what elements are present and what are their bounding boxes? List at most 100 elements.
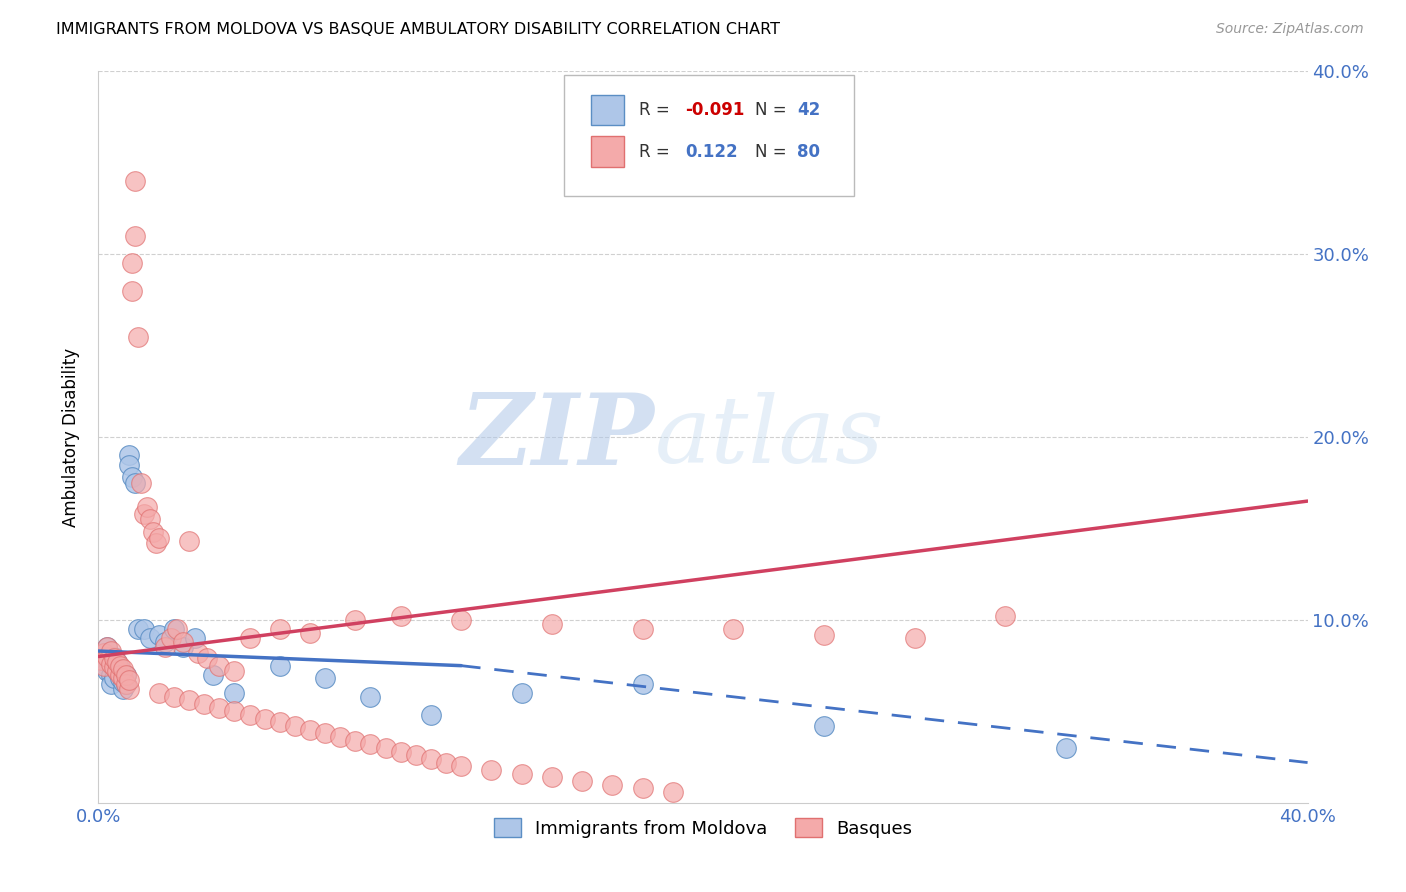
Y-axis label: Ambulatory Disability: Ambulatory Disability: [62, 348, 80, 526]
FancyBboxPatch shape: [564, 75, 855, 195]
Point: [269, 715, 291, 730]
Text: Source: ZipAtlas.com: Source: ZipAtlas.com: [1216, 22, 1364, 37]
Point: [93, 646, 115, 660]
Point: [631, 781, 654, 796]
Point: [172, 635, 194, 649]
Point: [163, 690, 186, 704]
Point: [163, 622, 186, 636]
Point: [510, 686, 533, 700]
Point: [253, 712, 276, 726]
Point: [132, 622, 155, 636]
Point: [145, 536, 167, 550]
Text: 80: 80: [797, 143, 820, 161]
Point: [904, 632, 927, 646]
Point: [114, 677, 136, 691]
Point: [510, 766, 533, 780]
Point: [450, 613, 472, 627]
Point: [114, 667, 136, 681]
Point: [208, 700, 231, 714]
Point: [723, 622, 745, 636]
Point: [389, 609, 412, 624]
Point: [96, 658, 118, 673]
Point: [360, 737, 382, 751]
Point: [329, 730, 352, 744]
Point: [571, 773, 593, 788]
Point: [434, 756, 457, 770]
Point: [124, 229, 146, 244]
Point: [103, 651, 125, 665]
Point: [299, 625, 322, 640]
Point: [160, 632, 183, 646]
Point: [148, 686, 170, 700]
Point: [96, 649, 118, 664]
Point: [111, 662, 134, 676]
Text: N =: N =: [755, 101, 792, 120]
Point: [105, 655, 128, 669]
Point: [90, 649, 112, 664]
Point: [631, 677, 654, 691]
Point: [450, 759, 472, 773]
Point: [108, 672, 131, 686]
Point: [224, 664, 246, 678]
Point: [813, 627, 835, 641]
Point: [314, 672, 336, 686]
Point: [193, 697, 215, 711]
Point: [100, 657, 122, 671]
Text: -0.091: -0.091: [685, 101, 744, 120]
Point: [224, 705, 246, 719]
Point: [284, 719, 307, 733]
Point: [540, 616, 562, 631]
Point: [121, 284, 143, 298]
Legend: Immigrants from Moldova, Basques: Immigrants from Moldova, Basques: [486, 811, 920, 845]
Point: [314, 726, 336, 740]
Text: ZIP: ZIP: [460, 389, 655, 485]
Point: [994, 609, 1017, 624]
Point: [105, 655, 128, 669]
Point: [96, 640, 118, 655]
Point: [121, 470, 143, 484]
Point: [602, 778, 624, 792]
Point: [813, 719, 835, 733]
Point: [631, 622, 654, 636]
Point: [299, 723, 322, 737]
Point: [360, 690, 382, 704]
Text: IMMIGRANTS FROM MOLDOVA VS BASQUE AMBULATORY DISABILITY CORRELATION CHART: IMMIGRANTS FROM MOLDOVA VS BASQUE AMBULA…: [56, 22, 780, 37]
Point: [139, 512, 162, 526]
Point: [269, 622, 291, 636]
Point: [344, 733, 367, 747]
Point: [224, 686, 246, 700]
Point: [100, 667, 122, 681]
Point: [124, 174, 146, 188]
Point: [208, 658, 231, 673]
FancyBboxPatch shape: [591, 95, 624, 126]
Point: [100, 657, 122, 671]
Point: [132, 507, 155, 521]
Point: [184, 632, 207, 646]
Point: [148, 531, 170, 545]
Point: [153, 635, 176, 649]
Point: [166, 622, 188, 636]
FancyBboxPatch shape: [591, 136, 624, 167]
Point: [111, 675, 134, 690]
Point: [142, 525, 165, 540]
Point: [172, 640, 194, 655]
Point: [103, 649, 125, 664]
Point: [124, 475, 146, 490]
Text: 0.122: 0.122: [685, 143, 738, 161]
Point: [405, 748, 427, 763]
Point: [111, 672, 134, 686]
Point: [118, 448, 141, 462]
Point: [661, 785, 683, 799]
Point: [269, 658, 291, 673]
Point: [344, 613, 367, 627]
Point: [93, 658, 115, 673]
Point: [239, 632, 262, 646]
Text: atlas: atlas: [655, 392, 884, 482]
Point: [127, 329, 149, 343]
Point: [108, 658, 131, 673]
Point: [481, 763, 503, 777]
Point: [111, 682, 134, 697]
Point: [148, 627, 170, 641]
Text: R =: R =: [638, 101, 675, 120]
Point: [202, 667, 225, 681]
